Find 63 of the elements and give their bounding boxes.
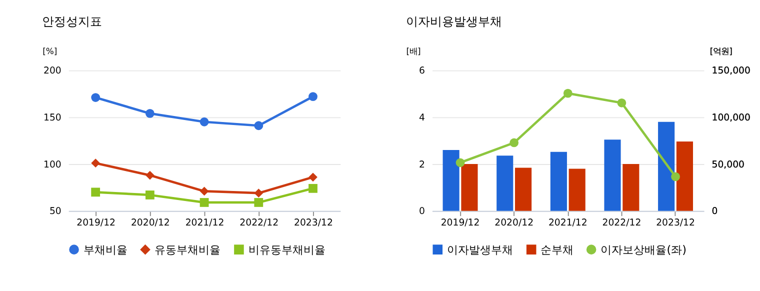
point [91, 93, 100, 102]
point [254, 188, 264, 198]
x-tick-label: 2022/12 [602, 217, 642, 228]
y-tick-label: 200 [44, 66, 62, 77]
bar [461, 164, 478, 211]
x-tick-label: 2023/12 [294, 217, 333, 228]
y2-tick-label: 50,000 [712, 159, 745, 170]
x-tick-label: 2019/12 [440, 217, 480, 228]
y2-tick-label: 150,000 [712, 66, 750, 77]
point [254, 121, 264, 130]
legend-label: 순부채 [540, 243, 574, 256]
y-tick-label: 4 [419, 112, 426, 124]
bar [568, 168, 586, 211]
y-axis-title: [배] [406, 46, 421, 56]
y-tick-label: 50 [49, 206, 62, 218]
point [456, 158, 465, 168]
legend-label: 부채비율 [83, 243, 128, 256]
x-tick-label: 2020/12 [130, 217, 170, 228]
x-tick-label: 2020/12 [494, 217, 534, 228]
chart-title: 안정성지표 [42, 14, 102, 28]
point [145, 190, 154, 200]
legend-label: 비유동부채비율 [248, 243, 326, 256]
y-tick-label: 0 [419, 206, 426, 218]
bar [514, 168, 532, 211]
y2-tick-label: 100,000 [712, 112, 750, 124]
point [200, 198, 209, 207]
x-tick-label: 2022/12 [240, 217, 279, 228]
bar [658, 122, 675, 211]
y-tick-label: 6 [419, 66, 426, 77]
x-tick-label: 2021/12 [548, 217, 588, 228]
y-tick-label: 2 [419, 159, 426, 170]
y-tick-label: 100 [44, 159, 62, 170]
point [91, 188, 100, 197]
x-tick-label: 2019/12 [76, 217, 116, 228]
point [308, 172, 318, 182]
x-tick-label: 2023/12 [656, 217, 695, 228]
bar [442, 150, 460, 211]
point [200, 117, 209, 126]
point [563, 88, 572, 98]
point [617, 98, 626, 108]
point [308, 184, 318, 193]
bar [496, 156, 514, 211]
bar [622, 164, 640, 211]
y-tick-label: 150 [44, 112, 62, 124]
point [145, 170, 154, 180]
point [254, 198, 264, 207]
bar [604, 140, 621, 211]
x-tick-label: 2021/12 [185, 217, 224, 228]
point [200, 186, 209, 196]
point [510, 138, 519, 148]
legend-label: 유동부채비율 [154, 243, 221, 256]
y-axis-title: [%] [42, 46, 58, 56]
y2-tick-label: 0 [712, 206, 718, 218]
legend-label: 이자보상배율(좌) [600, 243, 686, 256]
point [308, 92, 318, 102]
bar [550, 152, 567, 211]
chart-title: 이자비용발생부채 [406, 14, 502, 28]
bar [676, 142, 694, 211]
point [671, 172, 680, 182]
point [145, 109, 154, 118]
legend-label: 이자발생부채 [447, 243, 514, 256]
point [91, 158, 100, 168]
y2-axis-title: [억원] [710, 46, 732, 56]
